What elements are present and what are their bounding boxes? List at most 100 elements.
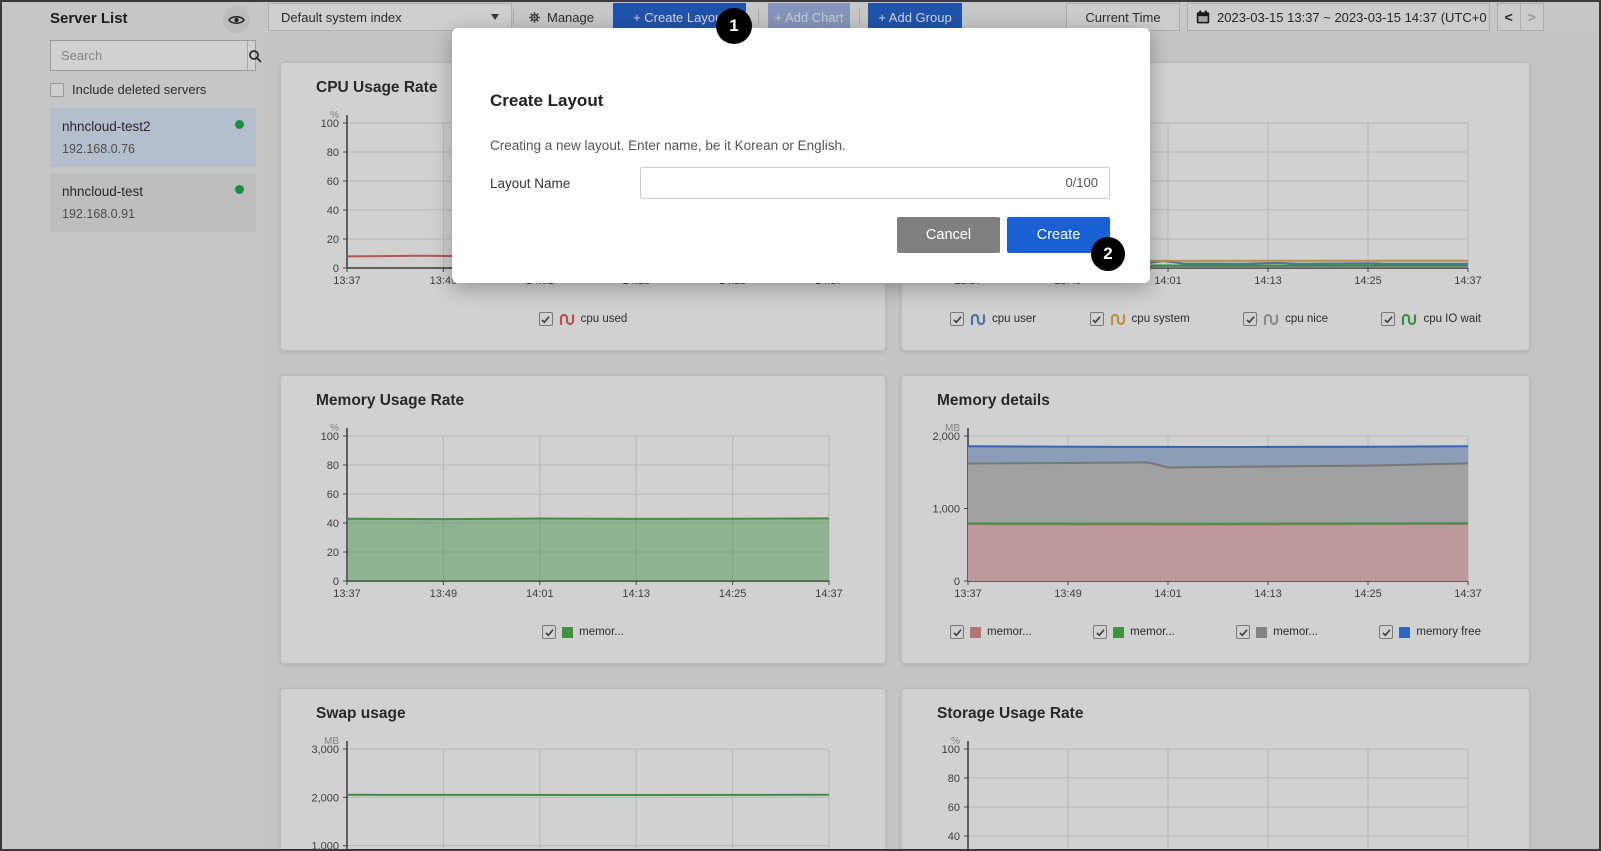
- server-ip: 192.168.0.91: [62, 207, 135, 221]
- svg-text:13:37: 13:37: [333, 588, 361, 600]
- server-search-box: [50, 40, 262, 71]
- include-deleted-checkbox[interactable]: [50, 82, 64, 97]
- svg-text:100: 100: [321, 118, 339, 130]
- dashboard-main: CPU Usage Rate 02040608010013:3713:4914:…: [262, 32, 1599, 849]
- legend-checkbox[interactable]: [538, 312, 553, 326]
- legend-label: memor...: [1273, 626, 1319, 638]
- char-counter: 0/100: [1065, 175, 1098, 190]
- card-storage-usage-rate: Storage Usage Rate 02040608010013:3713:4…: [901, 688, 1530, 849]
- legend-item: cpu system: [1089, 312, 1190, 326]
- svg-text:13:37: 13:37: [333, 275, 361, 287]
- next-period-button[interactable]: >: [1521, 4, 1543, 30]
- svg-text:%: %: [330, 423, 339, 434]
- legend-label: memory free: [1416, 626, 1481, 638]
- svg-text:80: 80: [327, 147, 339, 159]
- svg-text:20: 20: [327, 234, 339, 246]
- svg-text:14:13: 14:13: [1254, 275, 1282, 287]
- legend-checkbox[interactable]: [1093, 625, 1108, 639]
- date-range-text: 2023-03-15 13:37 ~ 2023-03-15 14:37 (UTC…: [1217, 9, 1487, 25]
- layout-name-input[interactable]: [641, 168, 1109, 198]
- legend-checkbox[interactable]: [542, 625, 557, 639]
- toolbar-divider: [513, 9, 514, 25]
- svg-text:0: 0: [954, 576, 960, 588]
- toolbar-divider: [758, 9, 759, 25]
- series-swatch: [1399, 626, 1411, 638]
- svg-text:MB: MB: [324, 736, 339, 747]
- server-ip: 192.168.0.76: [62, 142, 135, 156]
- include-deleted-row[interactable]: Include deleted servers: [50, 82, 206, 97]
- legend-checkbox[interactable]: [950, 625, 964, 639]
- svg-text:14:01: 14:01: [1154, 275, 1182, 287]
- legend-label: cpu nice: [1285, 313, 1328, 325]
- server-status-dot: [235, 120, 244, 129]
- svg-text:14:37: 14:37: [1454, 275, 1482, 287]
- current-time-button[interactable]: Current Time: [1066, 3, 1180, 31]
- manage-button[interactable]: Manage: [514, 3, 608, 31]
- legend-checkbox[interactable]: [1379, 625, 1394, 639]
- cancel-button[interactable]: Cancel: [897, 217, 1000, 253]
- eye-icon: [228, 14, 245, 26]
- card-swap-usage: Swap usage 01,0002,0003,00013:3713:4914:…: [280, 688, 886, 849]
- svg-text:0: 0: [333, 576, 339, 588]
- chart-title: CPU Usage Rate: [316, 79, 438, 96]
- svg-text:%: %: [330, 110, 339, 121]
- svg-text:80: 80: [948, 773, 960, 785]
- svg-text:14:37: 14:37: [1454, 588, 1482, 600]
- legend-item: cpu user: [950, 312, 1036, 326]
- svg-text:14:01: 14:01: [1154, 588, 1182, 600]
- chart-title: Storage Usage Rate: [937, 705, 1084, 722]
- chart-legend: memor... memor... memor... memory free: [950, 625, 1481, 639]
- add-group-button[interactable]: + Add Group: [868, 3, 962, 31]
- search-input[interactable]: [51, 41, 247, 70]
- legend-item: memor...: [1093, 625, 1175, 639]
- svg-text:14:01: 14:01: [526, 588, 554, 600]
- svg-text:2,000: 2,000: [311, 792, 339, 804]
- date-range-picker[interactable]: 2023-03-15 13:37 ~ 2023-03-15 14:37 (UTC…: [1187, 3, 1490, 31]
- legend-label: cpu IO wait: [1423, 313, 1481, 325]
- legend-checkbox[interactable]: [1243, 312, 1258, 326]
- include-deleted-label: Include deleted servers: [72, 82, 207, 97]
- legend-label: cpu used: [580, 313, 628, 325]
- svg-text:1,000: 1,000: [932, 504, 960, 516]
- card-memory-usage-rate: Memory Usage Rate 0 20 40 60 80 100 13:37 13:49…: [280, 375, 886, 664]
- sidebar-header: Server List: [50, 6, 254, 33]
- search-button[interactable]: [247, 41, 262, 70]
- chart-title: Swap usage: [316, 705, 406, 722]
- annotation-step-2-badge: 2: [1091, 237, 1125, 271]
- legend-checkbox[interactable]: [1381, 312, 1396, 326]
- visibility-toggle-button[interactable]: [223, 6, 250, 33]
- svg-text:80: 80: [327, 460, 339, 472]
- svg-text:100: 100: [942, 744, 960, 756]
- legend-checkbox[interactable]: [1089, 312, 1104, 326]
- svg-text:14:25: 14:25: [1354, 588, 1382, 600]
- svg-text:13:37: 13:37: [954, 588, 982, 600]
- legend-item: memor...: [950, 625, 1032, 639]
- series-line-icon: [970, 313, 986, 326]
- server-item-nhncloud-test[interactable]: nhncloud-test 192.168.0.91: [50, 173, 256, 232]
- server-name: nhncloud-test: [62, 184, 144, 199]
- index-select-dropdown[interactable]: Default system index: [268, 3, 512, 31]
- svg-text:14:13: 14:13: [622, 588, 650, 600]
- previous-period-button[interactable]: <: [1498, 4, 1521, 30]
- svg-text:14:25: 14:25: [1354, 275, 1382, 287]
- card-memory-details: Memory details 0 1,000 2,000 13:37 13:49 14:0…: [901, 375, 1530, 664]
- series-swatch: [1113, 626, 1125, 638]
- server-status-dot: [235, 185, 244, 194]
- toolbar: Default system index Manage + Create Lay…: [262, 2, 1599, 32]
- server-item-nhncloud-test2[interactable]: nhncloud-test2 192.168.0.76: [50, 108, 256, 167]
- calendar-icon: [1196, 10, 1210, 24]
- series-line-icon: [1110, 313, 1126, 326]
- legend-item: memory free: [1379, 625, 1481, 639]
- layout-name-field-wrap: 0/100: [640, 167, 1110, 199]
- add-chart-button[interactable]: + Add Chart: [768, 3, 850, 31]
- legend-checkbox[interactable]: [950, 312, 964, 326]
- legend-label: memor...: [579, 626, 624, 638]
- storage-usage-rate-chart: 02040608010013:3713:4914:0114:1314:2514:…: [942, 736, 1469, 849]
- create-layout-modal: Create Layout Creating a new layout. Ent…: [452, 28, 1150, 283]
- memory-usage-rate-chart: 0 20 40 60 80 100 13:37 13:49 14:01 14:13 14:25 14:…: [321, 423, 843, 600]
- series-swatch: [1256, 626, 1268, 638]
- chevron-down-icon: [491, 14, 499, 20]
- svg-text:40: 40: [948, 831, 960, 843]
- legend-checkbox[interactable]: [1236, 625, 1251, 639]
- search-icon: [248, 49, 262, 63]
